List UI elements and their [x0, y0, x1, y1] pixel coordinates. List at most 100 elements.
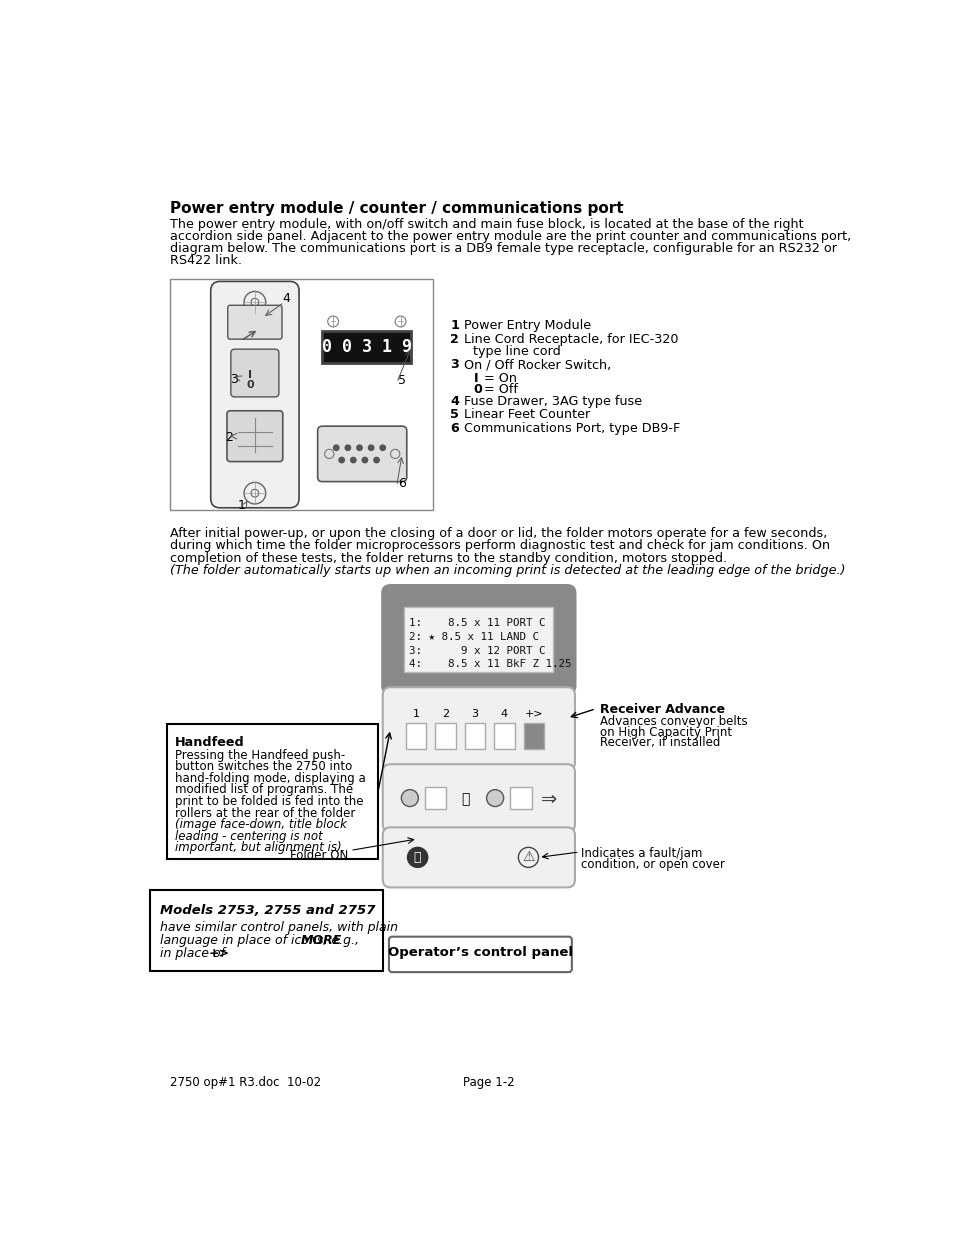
Text: Power Entry Module: Power Entry Module [464, 319, 591, 332]
Text: language in place of icons, e.g.,: language in place of icons, e.g., [159, 934, 362, 946]
Bar [322, 331, 411, 363]
FancyBboxPatch shape [382, 827, 575, 888]
Text: 1: 1 [412, 709, 419, 719]
Text: modified list of programs. The: modified list of programs. The [174, 783, 353, 797]
Text: 1: 1 [450, 319, 458, 332]
Text: 0 0 3 1 9: 0 0 3 1 9 [321, 338, 412, 356]
Text: in place of: in place of [159, 947, 229, 960]
Text: during which time the folder microprocessors perform diagnostic test and check f: during which time the folder microproces… [170, 540, 829, 552]
Text: (The folder automatically starts up when an incoming print is detected at the le: (The folder automatically starts up when… [170, 564, 844, 577]
Text: 4: 4 [450, 395, 458, 409]
FancyBboxPatch shape [382, 687, 575, 771]
Text: leading - centering is not: leading - centering is not [174, 830, 322, 842]
Circle shape [368, 445, 374, 451]
Bar [435, 722, 456, 748]
Text: 3: 3 [471, 709, 478, 719]
Bar [404, 608, 553, 672]
Text: completion of these tests, the folder returns to the standby condition, motors s: completion of these tests, the folder re… [170, 552, 730, 564]
Text: Line Cord Receptacle, for IEC-320: Line Cord Receptacle, for IEC-320 [464, 333, 678, 346]
Text: (image face-down, title block: (image face-down, title block [174, 818, 347, 831]
Text: Advances conveyor belts: Advances conveyor belts [599, 715, 746, 727]
Bar [509, 787, 531, 809]
Text: 6: 6 [397, 478, 406, 490]
Text: 5: 5 [397, 374, 406, 388]
Text: Power entry module / counter / communications port: Power entry module / counter / communica… [170, 200, 622, 216]
Text: 2: 2 [441, 709, 449, 719]
Text: Page 1-2: Page 1-2 [462, 1076, 515, 1089]
Text: 6: 6 [450, 421, 458, 435]
Text: 3: 3 [450, 358, 458, 372]
Text: 3: 3 [230, 373, 237, 385]
FancyBboxPatch shape [381, 584, 576, 695]
Circle shape [350, 457, 355, 463]
FancyBboxPatch shape [389, 936, 571, 972]
Bar [424, 787, 446, 809]
Text: 2: ★ 8.5 x 11 LAND C: 2: ★ 8.5 x 11 LAND C [409, 632, 538, 642]
Text: Folder ON: Folder ON [290, 848, 348, 862]
Text: ⏻: ⏻ [414, 851, 421, 863]
Text: 1: 1 [237, 499, 245, 513]
Text: 2750 op#1 R3.doc  10-02: 2750 op#1 R3.doc 10-02 [170, 1076, 320, 1089]
Text: Models 2753, 2755 and 2757: Models 2753, 2755 and 2757 [159, 904, 375, 916]
Text: Indicates a fault/jam: Indicates a fault/jam [580, 847, 701, 861]
Bar [406, 722, 426, 748]
Text: Fuse Drawer, 3AG type fuse: Fuse Drawer, 3AG type fuse [464, 395, 641, 409]
Bar [150, 889, 382, 971]
Text: I: I [248, 370, 252, 380]
Text: 0: 0 [473, 383, 482, 396]
Text: important, but alignment is).: important, but alignment is). [174, 841, 345, 855]
Text: type line cord: type line cord [473, 346, 560, 358]
Text: +>: +> [208, 947, 229, 960]
Text: on High Capacity Print: on High Capacity Print [599, 726, 731, 739]
Circle shape [356, 445, 362, 451]
Text: = Off: = Off [479, 383, 517, 396]
Text: After initial power-up, or upon the closing of a door or lid, the folder motors : After initial power-up, or upon the clos… [170, 527, 826, 540]
Circle shape [362, 457, 367, 463]
Text: 3:      9 x 12 PORT C: 3: 9 x 12 PORT C [409, 646, 545, 656]
Text: 2: 2 [225, 431, 233, 445]
Circle shape [517, 847, 537, 867]
FancyBboxPatch shape [228, 305, 282, 340]
Text: accordion side panel. Adjacent to the power entry module are the print counter a: accordion side panel. Adjacent to the po… [170, 230, 850, 243]
Text: The power entry module, with on/off switch and main fuse block, is located at th: The power entry module, with on/off swit… [170, 217, 802, 231]
Circle shape [379, 445, 385, 451]
FancyBboxPatch shape [227, 411, 282, 462]
Bar [494, 722, 514, 748]
Circle shape [401, 789, 418, 806]
Text: RS422 link.: RS422 link. [170, 254, 241, 268]
Text: ⚠: ⚠ [521, 850, 534, 863]
Text: 1:    8.5 x 11 PORT C: 1: 8.5 x 11 PORT C [409, 618, 545, 627]
Text: 4: 4 [500, 709, 507, 719]
Text: Operator’s control panel: Operator’s control panel [388, 946, 573, 960]
Text: 5: 5 [450, 409, 458, 421]
Text: diagram below. The communications port is a DB9 female type receptacle, configur: diagram below. The communications port i… [170, 242, 836, 256]
Bar [523, 722, 543, 748]
FancyBboxPatch shape [211, 282, 298, 508]
Text: Communications Port, type DB9-F: Communications Port, type DB9-F [464, 421, 679, 435]
Text: 4:    8.5 x 11 BkF Z 1.25: 4: 8.5 x 11 BkF Z 1.25 [409, 659, 571, 669]
Circle shape [374, 457, 379, 463]
Circle shape [338, 457, 344, 463]
Text: On / Off Rocker Switch,: On / Off Rocker Switch, [464, 358, 611, 372]
Circle shape [486, 789, 503, 806]
FancyBboxPatch shape [317, 426, 406, 482]
Text: I: I [473, 372, 477, 384]
Circle shape [334, 445, 338, 451]
Text: Pressing the Handfeed push-: Pressing the Handfeed push- [174, 748, 345, 762]
Text: ⇒: ⇒ [540, 790, 557, 809]
FancyBboxPatch shape [231, 350, 278, 396]
Text: 2: 2 [450, 333, 458, 346]
Text: 0: 0 [246, 380, 253, 390]
Bar [170, 279, 433, 510]
Text: = On: = On [479, 372, 517, 384]
Text: have similar control panels, with plain: have similar control panels, with plain [159, 920, 397, 934]
FancyBboxPatch shape [382, 764, 575, 832]
Text: button switches the 2750 into: button switches the 2750 into [174, 761, 352, 773]
Bar [167, 724, 377, 858]
Circle shape [345, 445, 350, 451]
Text: rollers at the rear of the folder: rollers at the rear of the folder [174, 806, 355, 820]
Text: 🖨: 🖨 [461, 793, 470, 806]
Text: Linear Feet Counter: Linear Feet Counter [464, 409, 590, 421]
Text: hand-folding mode, displaying a: hand-folding mode, displaying a [174, 772, 365, 785]
Text: condition, or open cover: condition, or open cover [580, 858, 724, 871]
